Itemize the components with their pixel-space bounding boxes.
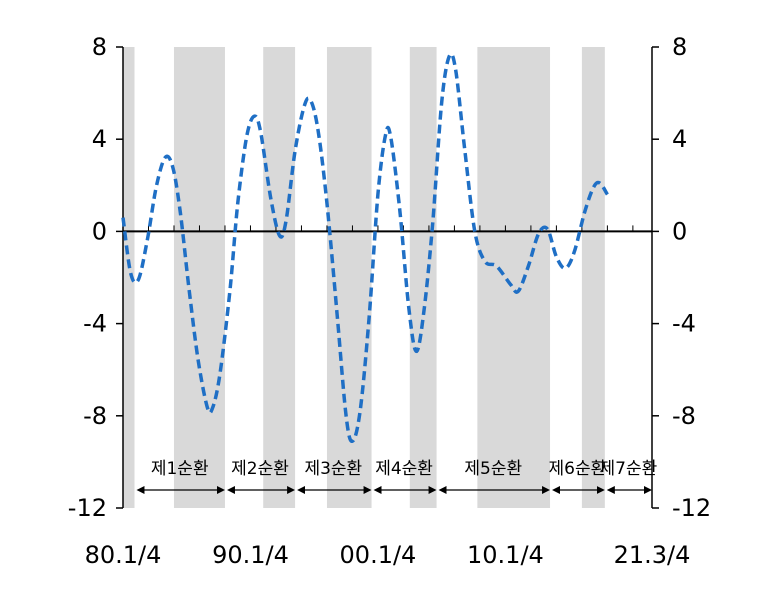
- right-tick-label: 0: [672, 217, 687, 245]
- x-tick-label: 80.1/4: [85, 541, 162, 569]
- series-line-1: [121, 52, 609, 443]
- axes: [116, 46, 659, 509]
- shaded-periods: [123, 47, 605, 508]
- left-tick-label: 8: [92, 33, 107, 61]
- left-tick-label: 4: [92, 125, 107, 153]
- shaded-period-1: [123, 47, 135, 508]
- cycle-label-7: 제7순환: [600, 459, 658, 479]
- cycle-label-2: 제2순환: [231, 459, 289, 479]
- x-tick-label: 90.1/4: [212, 541, 289, 569]
- cycle-label-4: 제4순환: [375, 459, 433, 479]
- axis-labels: 8 8 4 4 0 0 -4 -4 -8 -8 -12 -12 80.1/4 90.1/4 00.1/4 10…: [68, 33, 711, 569]
- right-tick-label: -8: [672, 402, 696, 430]
- x-tick-label: 21.3/4: [614, 541, 691, 569]
- shaded-period-7: [581, 47, 605, 508]
- series-layer: [121, 52, 609, 443]
- shaded-period-2: [173, 47, 225, 508]
- cycle-label-5: 제5순환: [464, 459, 522, 479]
- left-tick-label: -8: [83, 402, 107, 430]
- cycle-label-1: 제1순환: [151, 459, 209, 479]
- x-tick-label: 00.1/4: [340, 541, 417, 569]
- left-tick-label: -12: [68, 494, 107, 522]
- x-tick-label: 10.1/4: [467, 541, 544, 569]
- right-tick-label: 4: [672, 125, 687, 153]
- left-tick-label: 0: [92, 217, 107, 245]
- right-tick-label: -4: [672, 310, 696, 338]
- left-tick-label: -4: [83, 310, 107, 338]
- right-tick-label: 8: [672, 33, 687, 61]
- shaded-period-5: [409, 47, 437, 508]
- shaded-period-3: [263, 47, 296, 508]
- shaded-period-6: [477, 47, 551, 508]
- cycle-label-3: 제3순환: [304, 459, 362, 479]
- cycle-label-6: 제6순환: [549, 459, 607, 479]
- right-tick-label: -12: [672, 494, 711, 522]
